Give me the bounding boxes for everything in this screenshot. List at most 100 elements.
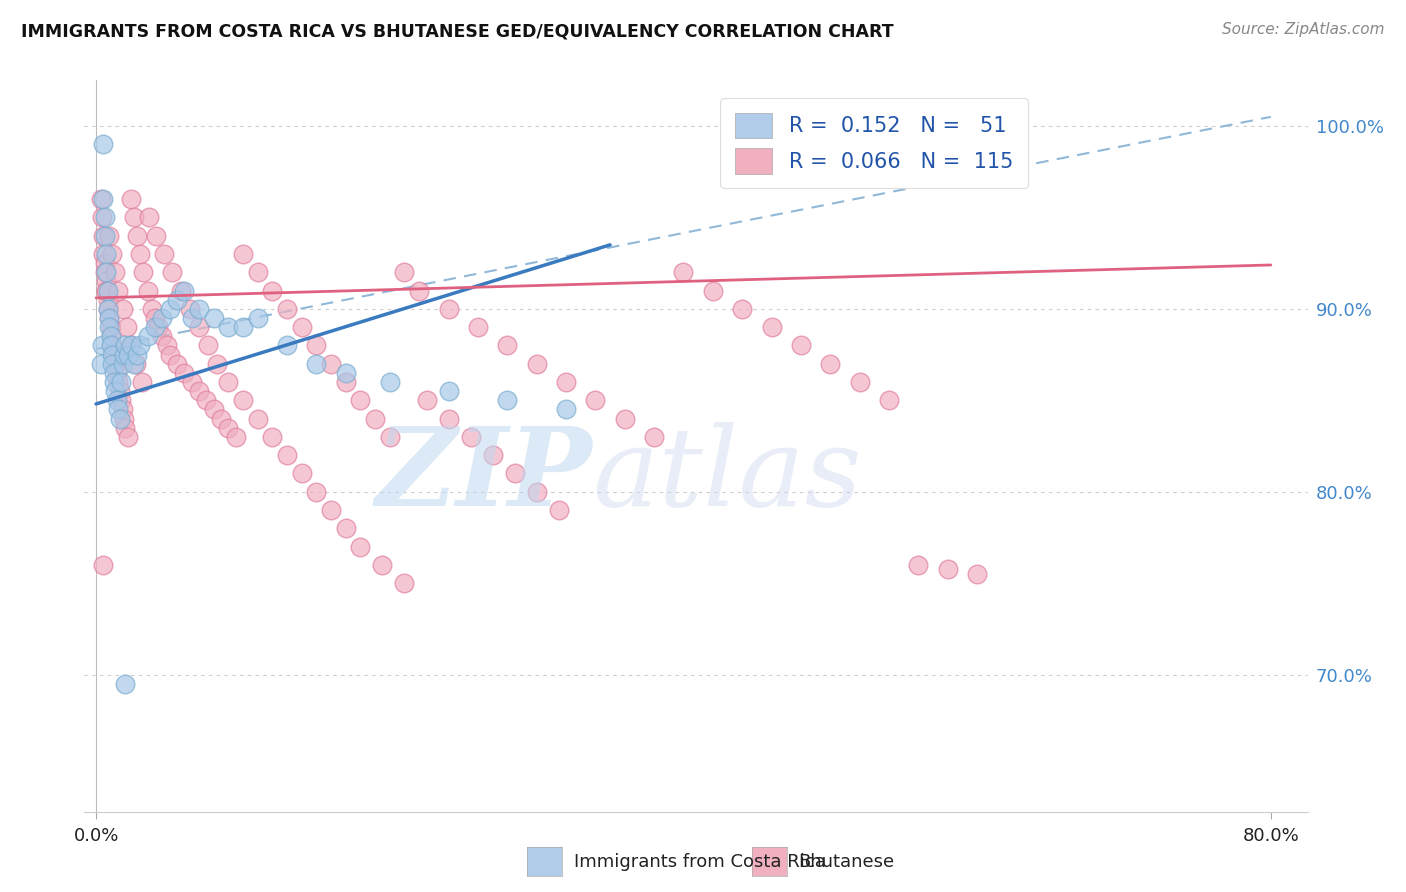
Point [173, 366, 195, 380]
Point [205, 357, 228, 371]
Point [180, 310, 202, 325]
Text: IMMIGRANTS FROM COSTA RICA VS BHUTANESE GED/EQUIVALENCY CORRELATION CHART: IMMIGRANTS FROM COSTA RICA VS BHUTANESE … [21, 22, 894, 40]
Text: Bhutanese: Bhutanese [799, 853, 894, 871]
Point [166, 293, 188, 307]
Text: ZIP: ZIP [375, 422, 592, 529]
Point [107, 375, 129, 389]
Point [124, 357, 146, 371]
Point [180, 375, 202, 389]
Point [93, 137, 115, 152]
Point [481, 448, 503, 462]
Point [107, 284, 129, 298]
Text: Immigrants from Costa Rica: Immigrants from Costa Rica [574, 853, 825, 871]
Point [98, 320, 121, 334]
Point [159, 301, 181, 316]
Point [159, 347, 181, 362]
Point [141, 301, 163, 316]
Point [101, 338, 124, 352]
Point [93, 192, 115, 206]
Point [97, 284, 120, 298]
Point [907, 558, 929, 572]
Point [761, 320, 783, 334]
Point [335, 375, 357, 389]
Point [101, 357, 124, 371]
Point [103, 347, 125, 362]
Point [150, 310, 173, 325]
Point [936, 561, 959, 575]
Point [104, 265, 127, 279]
Point [232, 247, 254, 261]
Point [217, 320, 239, 334]
Point [262, 284, 284, 298]
Point [378, 375, 401, 389]
Point [966, 567, 988, 582]
Point [170, 284, 193, 298]
Point [96, 265, 118, 279]
Point [127, 228, 149, 243]
Point [246, 411, 269, 425]
Point [94, 211, 117, 225]
Point [115, 320, 138, 334]
Point [105, 366, 128, 380]
Point [217, 375, 239, 389]
Point [114, 420, 136, 434]
Point [246, 265, 269, 279]
Point [262, 430, 284, 444]
Point [197, 338, 219, 352]
Point [364, 411, 387, 425]
Point [131, 375, 153, 389]
Text: atlas: atlas [592, 422, 862, 529]
Point [94, 228, 117, 243]
Point [877, 393, 900, 408]
Point [335, 366, 357, 380]
Point [96, 284, 118, 298]
Point [291, 320, 314, 334]
Point [394, 576, 416, 591]
Point [98, 310, 121, 325]
Point [97, 293, 120, 307]
Point [195, 393, 218, 408]
Point [103, 366, 125, 380]
Point [110, 393, 132, 408]
Point [114, 338, 136, 352]
Point [209, 411, 232, 425]
Point [496, 393, 519, 408]
Point [547, 503, 569, 517]
Point [132, 265, 155, 279]
Point [120, 192, 142, 206]
Point [98, 310, 121, 325]
Point [89, 357, 111, 371]
Point [100, 329, 122, 343]
Point [349, 540, 371, 554]
Point [555, 402, 578, 417]
Point [643, 430, 665, 444]
Point [129, 338, 152, 352]
Point [145, 228, 167, 243]
Point [155, 338, 177, 352]
Point [96, 274, 118, 288]
Point [150, 329, 173, 343]
Point [731, 301, 754, 316]
Point [112, 347, 135, 362]
Point [187, 384, 209, 399]
Point [129, 247, 152, 261]
Point [187, 320, 209, 334]
Point [848, 375, 870, 389]
Point [94, 256, 117, 270]
Point [232, 320, 254, 334]
Point [305, 338, 328, 352]
Point [146, 320, 169, 334]
Point [319, 357, 342, 371]
Point [104, 384, 127, 399]
Point [371, 558, 394, 572]
Point [143, 320, 166, 334]
Point [672, 265, 695, 279]
Point [291, 467, 314, 481]
Point [526, 484, 548, 499]
Point [437, 411, 460, 425]
Point [101, 247, 124, 261]
Point [613, 411, 636, 425]
Point [111, 357, 134, 371]
Point [108, 384, 131, 399]
Point [120, 338, 142, 352]
